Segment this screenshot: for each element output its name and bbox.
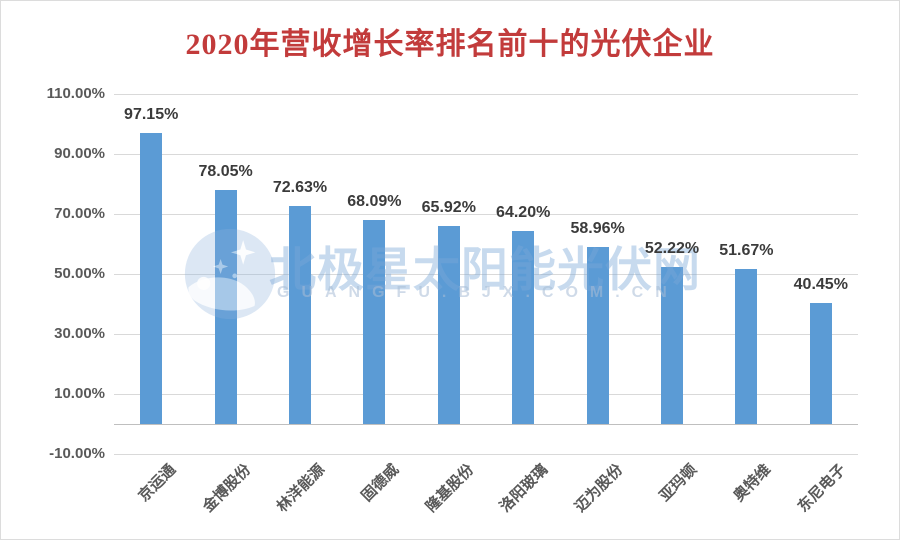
bar-洛阳玻璃 xyxy=(512,231,535,424)
gridline xyxy=(114,454,858,455)
x-axis-category-label: 奥特维 xyxy=(730,461,775,505)
value-label: 78.05% xyxy=(198,162,253,180)
x-axis-category-label: 林洋能源 xyxy=(273,461,329,516)
bar-东尼电子 xyxy=(809,302,832,424)
x-axis-category-label: 迈为股份 xyxy=(571,461,626,516)
bar-金博股份 xyxy=(214,189,237,424)
x-axis-category-label: 京运通 xyxy=(135,461,180,505)
value-label: 51.67% xyxy=(719,241,774,259)
gridline xyxy=(114,334,858,335)
x-axis-category-label: 金博股份 xyxy=(199,461,254,516)
bar-京运通 xyxy=(140,132,163,424)
gridline xyxy=(114,274,858,275)
value-label: 40.45% xyxy=(793,275,848,293)
y-axis-tick-label: 10.00% xyxy=(54,385,105,402)
value-label: 68.09% xyxy=(347,192,402,210)
bar-亚玛顿 xyxy=(661,267,683,424)
chart-title: 2020年营收增长率排名前十的光伏企业 xyxy=(185,28,715,61)
y-axis-tick-label: -10.00% xyxy=(49,445,105,462)
bar-固德威 xyxy=(363,219,386,424)
x-axis-category-label: 洛阳玻璃 xyxy=(496,461,552,516)
value-label: 72.63% xyxy=(272,179,328,197)
x-axis-category-label: 东尼电子 xyxy=(794,461,849,516)
value-label: 58.96% xyxy=(570,220,625,238)
bar-隆基股份 xyxy=(437,226,460,424)
y-axis-tick-label: 110.00% xyxy=(46,85,105,102)
zero-axis-line xyxy=(114,424,858,425)
value-label: 97.15% xyxy=(124,105,179,123)
bar-林洋能源 xyxy=(289,206,311,424)
y-axis-tick-label: 50.00% xyxy=(54,265,105,282)
value-label: 52.22% xyxy=(644,240,700,258)
y-axis-tick-label: 90.00% xyxy=(54,145,105,162)
value-label: 64.20% xyxy=(496,204,551,222)
gridline xyxy=(114,94,858,95)
x-axis-category-label: 隆基股份 xyxy=(422,461,477,516)
y-axis-tick-label: 70.00% xyxy=(54,205,105,222)
gridline xyxy=(114,154,858,155)
bar-奥特维 xyxy=(735,268,758,424)
x-axis-category-label: 亚玛顿 xyxy=(656,461,701,505)
y-axis-tick-label: 30.00% xyxy=(54,325,105,342)
gridline xyxy=(114,394,858,395)
value-label: 65.92% xyxy=(421,199,476,217)
x-axis-category-label: 固德威 xyxy=(358,461,403,505)
gridline xyxy=(114,214,858,215)
bar-迈为股份 xyxy=(586,247,609,424)
